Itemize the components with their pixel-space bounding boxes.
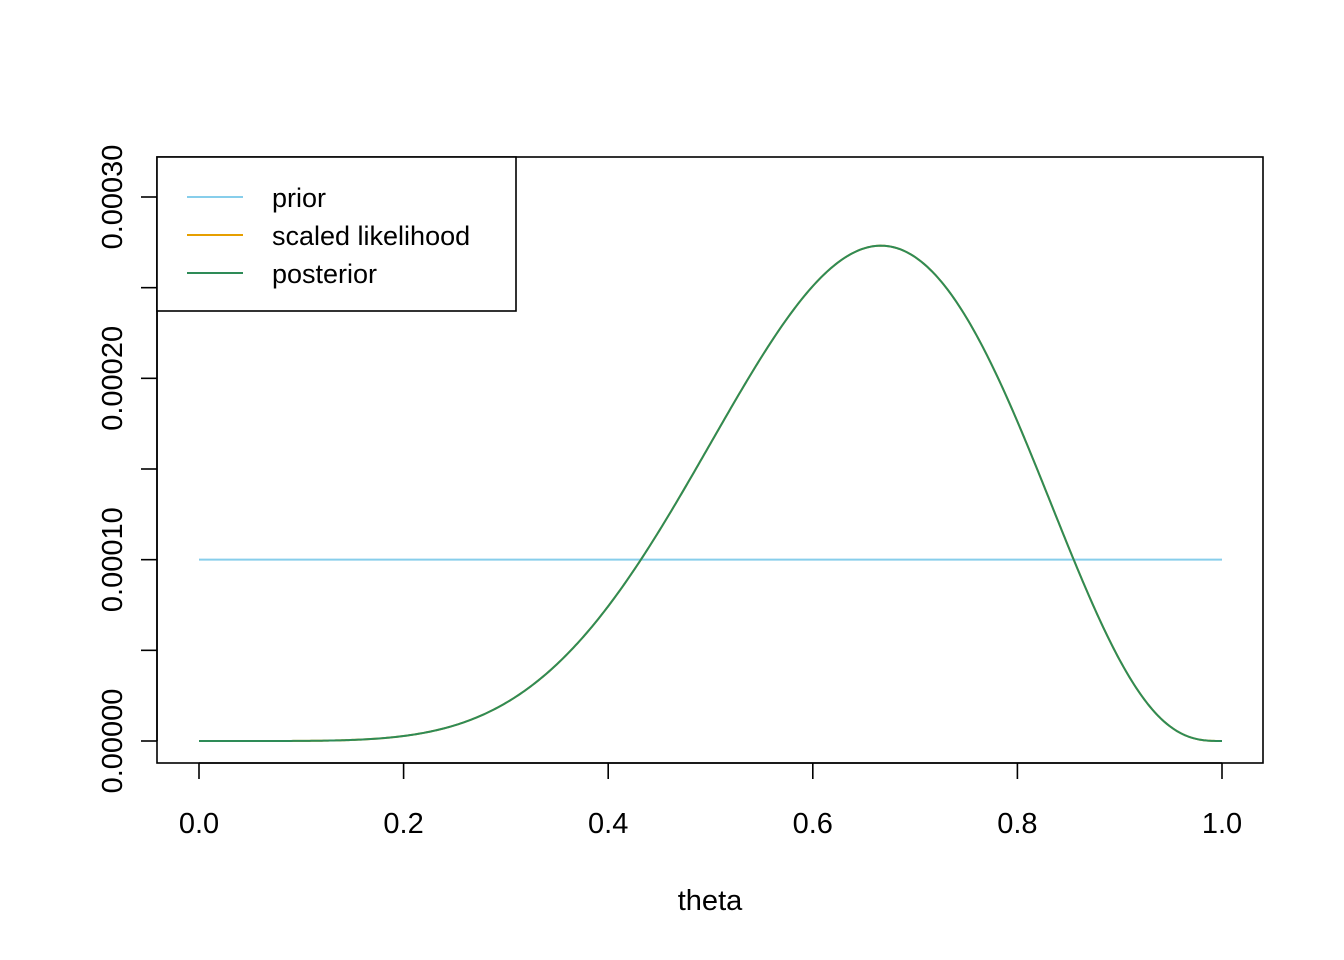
x-axis-title: theta [678, 885, 743, 917]
legend-label: scaled likelihood [272, 221, 470, 251]
y-tick-label: 0.00010 [97, 507, 129, 612]
x-axis: 0.0 0.2 0.4 0.6 0.8 1.0 [179, 762, 1242, 840]
x-tick-label: 0.2 [383, 808, 423, 840]
series-line-posterior [199, 244, 1222, 742]
x-tick-label: 0.6 [793, 808, 833, 840]
y-tick-label: 0.00020 [97, 326, 129, 431]
y-tick-label: 0.00000 [97, 689, 129, 794]
y-tick-label: 0.00030 [97, 145, 129, 250]
x-tick-label: 0.0 [179, 808, 219, 840]
legend-label: posterior [272, 259, 377, 289]
series-layer [199, 244, 1222, 742]
x-tick-label: 0.8 [997, 808, 1037, 840]
legend: prior scaled likelihood posterior [156, 156, 517, 312]
legend-label: prior [272, 183, 326, 213]
y-axis: 0.00000 0.00010 0.00020 0.00030 [97, 145, 158, 794]
x-tick-label: 0.4 [588, 808, 628, 840]
x-tick-label: 1.0 [1202, 808, 1242, 840]
series-line-scaled-likelihood [199, 244, 1222, 742]
